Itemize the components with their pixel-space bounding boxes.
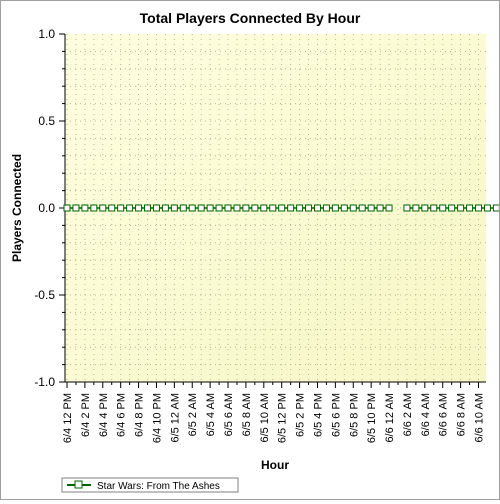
- legend-box: [61, 477, 239, 493]
- x-tick-label: 6/5 10 AM: [259, 393, 271, 443]
- x-tick-label: 6/5 8 AM: [241, 393, 253, 436]
- y-axis-title: Players Connected: [10, 154, 24, 262]
- y-tick-label: -1.0: [34, 375, 55, 389]
- data-point: [99, 204, 107, 212]
- data-point: [367, 204, 375, 212]
- data-point: [135, 204, 143, 212]
- data-point: [305, 204, 313, 212]
- data-point: [340, 204, 348, 212]
- data-point: [72, 204, 80, 212]
- data-point: [313, 204, 321, 212]
- x-tick-label: 6/4 8 PM: [134, 393, 146, 437]
- data-point: [188, 204, 196, 212]
- chart-title: Total Players Connected By Hour: [140, 10, 361, 26]
- series-layer: [63, 204, 500, 212]
- data-point: [483, 204, 491, 212]
- legend-swatch: [67, 480, 91, 489]
- data-point: [170, 204, 178, 212]
- data-point: [448, 204, 456, 212]
- data-point: [358, 204, 366, 212]
- x-tick-label: 6/4 6 PM: [116, 393, 128, 437]
- x-tick-label: 6/5 12 PM: [277, 393, 289, 443]
- data-point: [412, 204, 420, 212]
- data-point: [287, 204, 295, 212]
- x-tick-label: 6/5 6 PM: [330, 393, 342, 437]
- data-point: [457, 204, 465, 212]
- data-point: [179, 204, 187, 212]
- data-point: [108, 204, 116, 212]
- data-point: [152, 204, 160, 212]
- y-tick-label: 1.0: [38, 27, 55, 41]
- data-point: [376, 204, 384, 212]
- data-point: [349, 204, 357, 212]
- data-point: [492, 204, 500, 212]
- data-point: [197, 204, 205, 212]
- y-tick-label: -0.5: [34, 288, 55, 302]
- legend: Star Wars: From The Ashes: [61, 477, 239, 493]
- data-point: [260, 204, 268, 212]
- x-tick-label: 6/5 4 AM: [205, 393, 217, 436]
- y-tick-label: 0.0: [38, 201, 55, 215]
- data-point: [206, 204, 214, 212]
- legend-label: Star Wars: From The Ashes: [97, 481, 220, 492]
- data-point: [421, 204, 429, 212]
- data-point: [322, 204, 330, 212]
- data-point: [233, 204, 241, 212]
- x-axis-ticks: 6/4 12 PM 6/4 2 PM 6/4 4 PM 6/4 6 PM 6/4 8 P…: [62, 382, 486, 443]
- data-point: [63, 204, 71, 212]
- y-tick-label: 0.5: [38, 114, 55, 128]
- data-point: [215, 204, 223, 212]
- data-point: [251, 204, 259, 212]
- data-point: [403, 204, 411, 212]
- data-point: [331, 204, 339, 212]
- x-tick-label: 6/5 4 PM: [312, 393, 324, 437]
- x-tick-label: 6/6 2 AM: [402, 393, 414, 436]
- data-point: [466, 204, 474, 212]
- x-axis-title: Hour: [261, 458, 289, 472]
- data-point: [224, 204, 232, 212]
- x-tick-label: 6/6 10 AM: [474, 393, 486, 443]
- x-tick-label: 6/5 2 PM: [295, 393, 307, 437]
- x-tick-label: 6/4 10 PM: [151, 393, 163, 443]
- x-tick-label: 6/6 12 AM: [384, 393, 396, 443]
- x-tick-label: 6/5 12 AM: [169, 393, 181, 443]
- data-point: [144, 204, 152, 212]
- data-point: [90, 204, 98, 212]
- x-tick-label: 6/4 2 PM: [80, 393, 92, 437]
- data-point: [385, 204, 393, 212]
- data-point: [242, 204, 250, 212]
- x-tick-label: 6/5 8 PM: [348, 393, 360, 437]
- y-axis-ticks: 1.0 0.5 0.0 -0.5 -1.0: [34, 27, 65, 389]
- data-point: [161, 204, 169, 212]
- data-point: [117, 204, 125, 212]
- data-point: [475, 204, 482, 212]
- data-point: [278, 204, 286, 212]
- x-tick-label: 6/6 6 AM: [438, 393, 450, 436]
- x-tick-label: 6/5 6 AM: [223, 393, 235, 436]
- x-tick-label: 6/5 2 AM: [187, 393, 199, 436]
- x-tick-label: 6/4 4 PM: [98, 393, 110, 437]
- x-tick-label: 6/5 10 PM: [366, 393, 378, 443]
- x-tick-label: 6/4 12 PM: [62, 393, 74, 443]
- data-point: [439, 204, 447, 212]
- data-point: [269, 204, 277, 212]
- data-point: [430, 204, 438, 212]
- legend-swatch-marker: [74, 480, 83, 489]
- data-point: [126, 204, 134, 212]
- x-tick-label: 6/6 8 AM: [456, 393, 468, 436]
- x-tick-label: 6/6 4 AM: [420, 393, 432, 436]
- data-point: [81, 204, 89, 212]
- data-point: [296, 204, 304, 212]
